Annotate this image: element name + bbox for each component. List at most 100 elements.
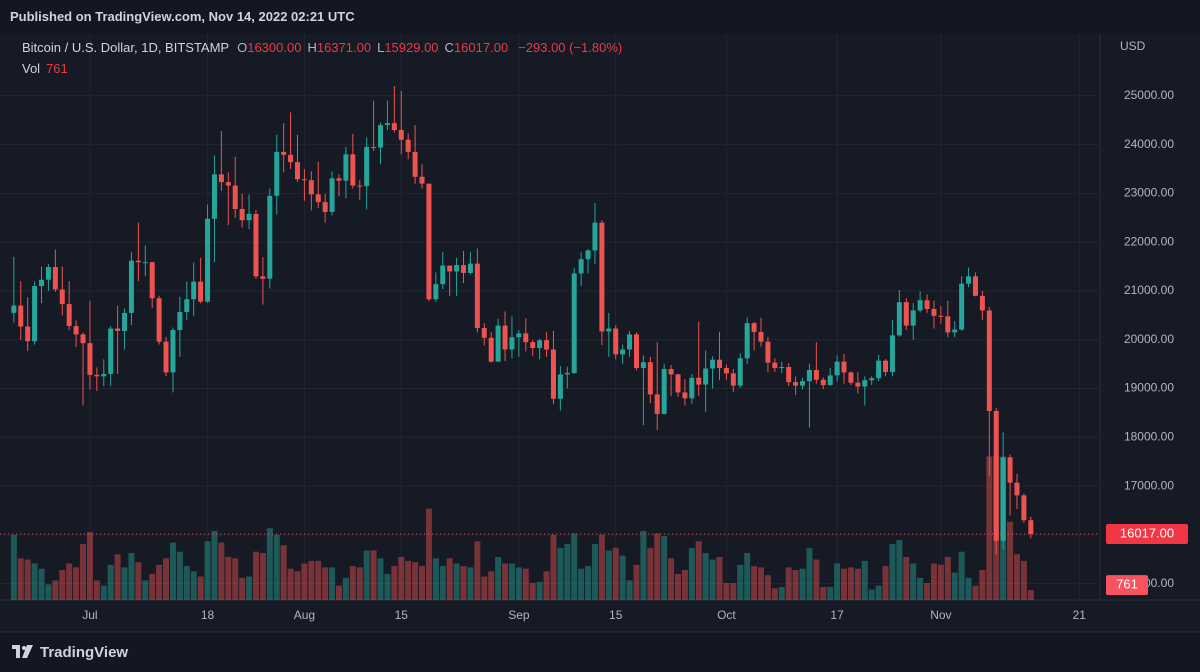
- volume-bar: [211, 530, 218, 600]
- candle-body: [135, 260, 141, 263]
- candle-body: [737, 358, 743, 386]
- volume-bar: [176, 551, 183, 600]
- volume-bar: [799, 568, 806, 600]
- candle-body: [979, 295, 985, 311]
- candle-body: [696, 377, 702, 385]
- volume-bar: [591, 543, 598, 600]
- candle-body: [1021, 495, 1027, 521]
- volume-bar: [924, 583, 931, 600]
- volume-bar: [986, 456, 993, 600]
- currency: USD: [1120, 39, 1146, 53]
- volume-bar: [107, 564, 114, 600]
- volume-bar: [668, 558, 675, 600]
- candle-body: [606, 328, 612, 332]
- volume-bar: [598, 534, 605, 600]
- candle-body: [689, 377, 695, 399]
- candle-body: [1028, 520, 1034, 535]
- volume-bar: [467, 567, 474, 600]
- candle-body: [599, 222, 605, 332]
- candle-body: [205, 218, 211, 302]
- volume-bar: [460, 566, 467, 600]
- candle-body: [461, 265, 467, 273]
- x-tick-label: Aug: [294, 608, 315, 622]
- volume-bar: [875, 585, 882, 600]
- y-tick-label: 20000.00: [1124, 332, 1174, 346]
- volume-bar: [647, 547, 654, 600]
- volume-bar: [363, 550, 370, 600]
- candle-body: [557, 374, 563, 399]
- candle-body: [177, 311, 183, 330]
- volume-bar: [246, 576, 253, 600]
- volume-bar: [156, 564, 163, 600]
- volume-bar: [45, 584, 52, 600]
- volume-bar: [59, 570, 66, 600]
- volume-bar: [273, 534, 280, 600]
- volume-bar: [100, 585, 107, 600]
- volume-bar: [958, 551, 965, 600]
- symbol: Bitcoin / U.S. Dollar, 1D, BITSTAMP: [22, 40, 230, 55]
- ohlc-fields: O16300.00 H16371.00 L15929.00 C16017.00: [231, 40, 508, 55]
- volume-bar: [626, 580, 633, 600]
- candle-body: [523, 333, 529, 343]
- candle-body: [308, 180, 314, 195]
- volume-bar: [868, 589, 875, 600]
- volume-bar: [730, 583, 737, 600]
- volume-bar: [259, 553, 266, 600]
- candle-body: [239, 208, 245, 221]
- candle-body: [578, 259, 584, 274]
- candle-body: [841, 361, 847, 373]
- candle-body: [869, 378, 875, 381]
- candle-body: [640, 362, 646, 369]
- volume-bar: [557, 547, 564, 600]
- candle-body: [322, 202, 328, 212]
- volume-bar: [944, 556, 951, 600]
- candle-body: [931, 308, 937, 316]
- logo-icon: [12, 645, 33, 658]
- candle-body: [419, 176, 425, 184]
- candle-body: [806, 369, 812, 382]
- volume-bar: [301, 563, 308, 600]
- x-tick-label: Jul: [82, 608, 97, 622]
- x-tick-label: Sep: [508, 608, 530, 622]
- volume-bar: [1013, 554, 1020, 600]
- candle-body: [495, 325, 501, 362]
- volume-bar: [737, 564, 744, 600]
- volume-bar: [654, 533, 661, 600]
- volume-bar: [889, 543, 896, 600]
- candle-body: [592, 222, 598, 251]
- volume-bar: [695, 541, 702, 600]
- volume-bar: [681, 570, 688, 600]
- volume-bar: [488, 571, 495, 600]
- volume-bar: [335, 585, 342, 600]
- candle-body: [405, 139, 411, 152]
- candle-body: [924, 300, 930, 309]
- candle-body: [378, 125, 384, 148]
- last-price-box: [1106, 524, 1188, 545]
- candle-body: [710, 359, 716, 369]
- volume-bar: [841, 568, 848, 600]
- volume-bar: [86, 532, 93, 600]
- volume-bar: [384, 573, 391, 600]
- candle-body: [274, 151, 280, 196]
- field-value: 16371.00: [316, 40, 372, 55]
- volume-bar: [405, 560, 412, 600]
- volume-bar: [481, 576, 488, 600]
- volume-bar: [38, 568, 45, 600]
- volume-bar: [474, 541, 481, 600]
- change: −293.00 (−1.80%): [518, 40, 623, 55]
- candle-body: [834, 361, 840, 376]
- field-key: H: [307, 40, 317, 55]
- volume-bar: [820, 586, 827, 600]
- candle-body: [945, 316, 951, 333]
- volume-bar: [571, 533, 578, 600]
- volume-bar: [847, 567, 854, 600]
- candle-body: [627, 334, 633, 350]
- volume-bar: [529, 583, 536, 600]
- candle-body: [730, 373, 736, 386]
- x-tick-label: Nov: [930, 608, 951, 622]
- volume-bar: [896, 540, 903, 600]
- volume-bar: [882, 566, 889, 600]
- volume-bar: [778, 586, 785, 600]
- volume-bar: [585, 566, 592, 600]
